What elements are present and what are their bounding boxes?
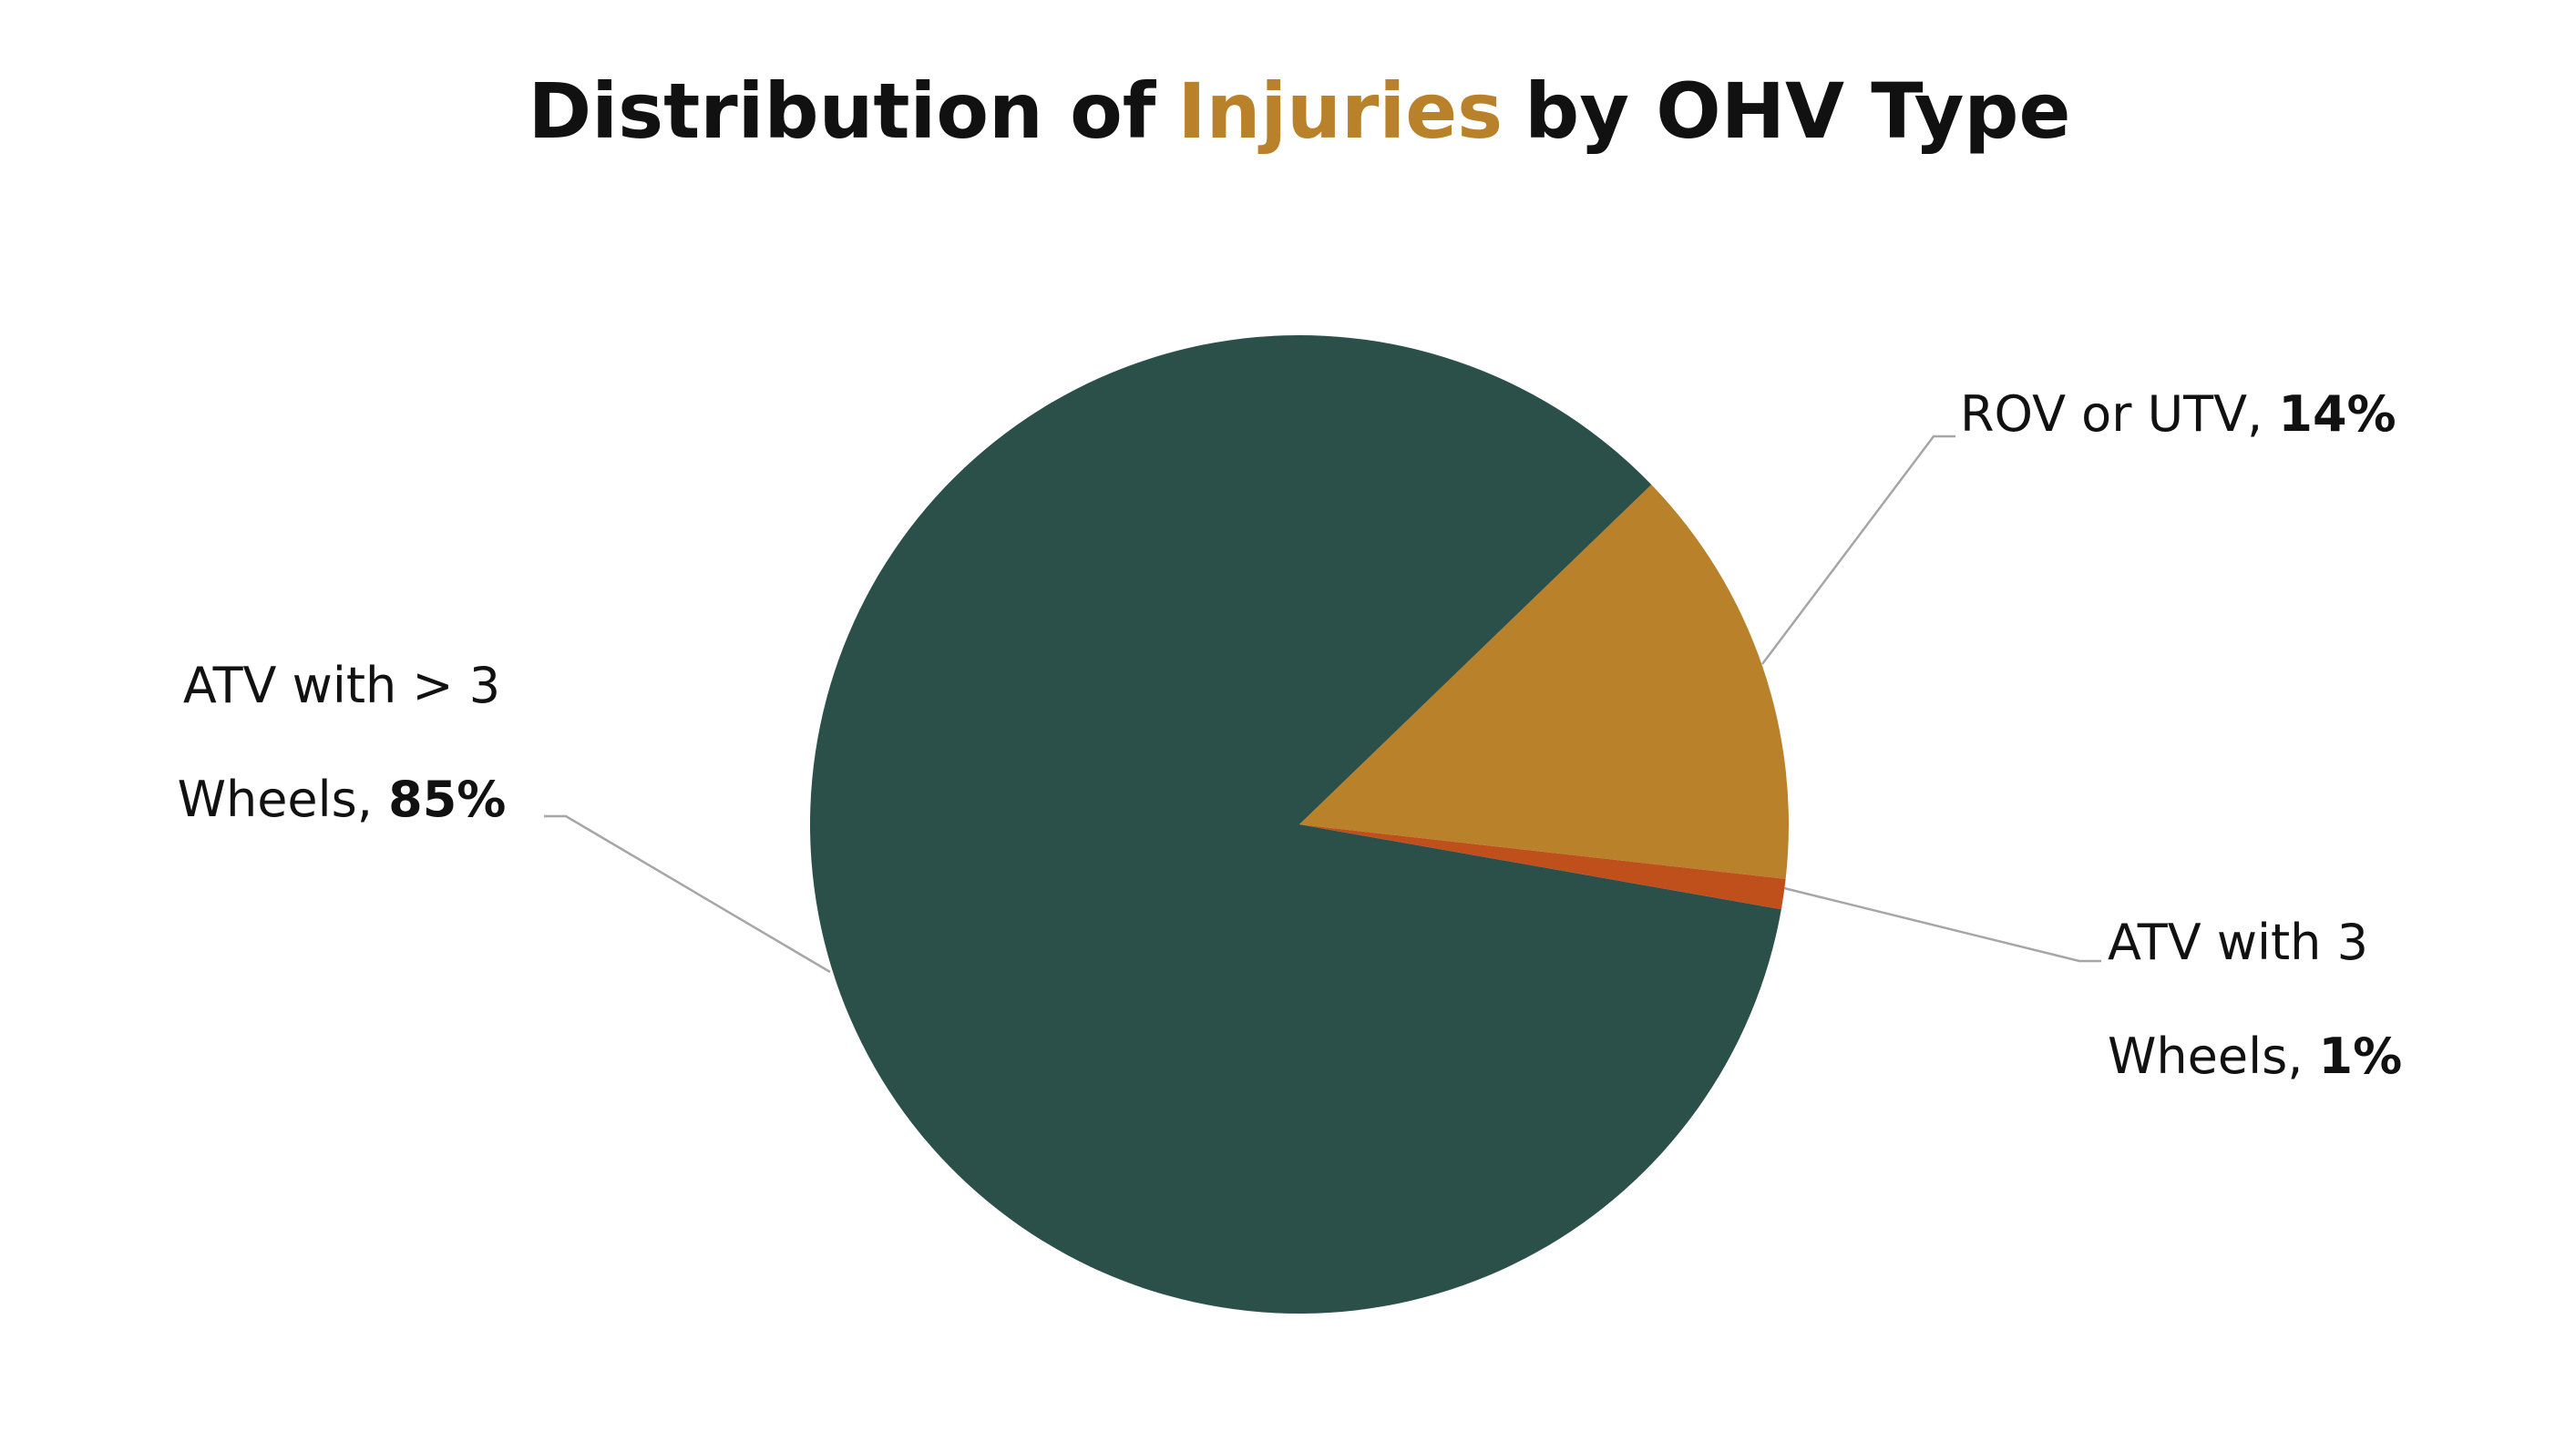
chart-title: Distribution of Injuries by OHV Type [529,66,2071,156]
label-separator: , [356,771,373,828]
pie-slice [1299,484,1789,879]
title-part: by OHV Type [1524,66,2070,156]
category-name: ROV or UTV [1960,385,2248,443]
pie-slice [1299,824,1786,910]
data-label: ATV with > 3 Wheels, 85% [137,629,547,856]
data-label: ROV or UTV, 14% [1960,357,2576,471]
label-separator: , [2247,385,2263,443]
title-highlight: Injuries [1177,66,1503,156]
value-label: 1% [2318,1028,2403,1085]
leader-line [1761,435,1955,665]
title-part: Distribution of [529,66,1157,156]
pie-slice [810,334,1781,1314]
category-name: ATV with > 3 Wheels [177,657,501,828]
category-name: ATV with 3 Wheels [2108,914,2368,1085]
value-label: 14% [2278,385,2396,443]
data-label: ATV with 3 Wheels, 1% [2108,885,2490,1113]
value-label: 85% [388,771,507,828]
leader-line [544,814,831,974]
label-separator: , [2287,1028,2304,1085]
leader-line [1783,886,2101,963]
